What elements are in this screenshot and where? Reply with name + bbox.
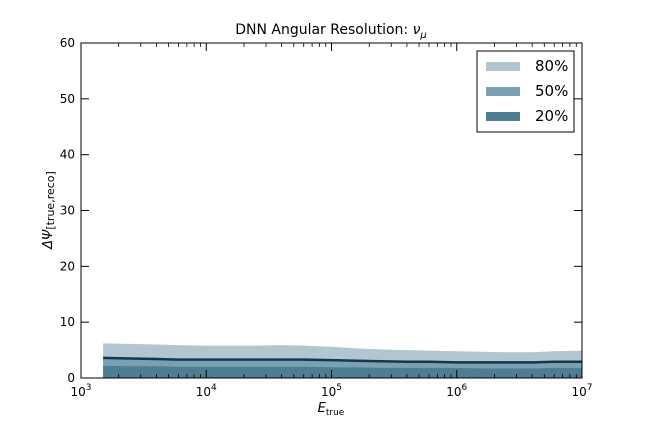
plot-frame — [80, 42, 583, 379]
legend-swatch — [486, 112, 520, 121]
y-tick-label: 30 — [60, 204, 75, 218]
x-tick-label: 103 — [70, 383, 91, 399]
y-tick-label: 60 — [60, 36, 75, 50]
legend-swatch — [486, 62, 520, 71]
x-axis-label: Etrue — [318, 401, 345, 418]
chart-title: DNN Angular Resolution: νμ — [235, 22, 427, 41]
median-line — [103, 356, 582, 364]
y-axis-ticks: 0 10 20 30 40 50 60 — [60, 36, 582, 385]
x-tick-label: 104 — [196, 383, 217, 399]
legend-label: 80% — [535, 57, 568, 75]
y-axis-label: ΔΨ[true,reco] — [41, 171, 57, 250]
x-tick-label: 106 — [446, 383, 467, 399]
y-tick-label: 50 — [60, 92, 75, 106]
y-tick-label: 0 — [67, 371, 75, 385]
legend-swatch — [486, 87, 520, 96]
x-tick-label: 105 — [321, 383, 342, 399]
band-20-percent — [103, 365, 582, 378]
legend-label: 20% — [535, 107, 568, 125]
x-tick-label: 107 — [571, 383, 592, 399]
y-tick-label: 10 — [60, 315, 75, 329]
y-tick-label: 40 — [60, 148, 75, 162]
y-tick-label: 20 — [60, 259, 75, 273]
plot-area — [103, 343, 582, 378]
legend-label: 50% — [535, 82, 568, 100]
legend: 80% 50% 20% — [476, 50, 575, 133]
x-axis-ticks: 103 104 105 106 107 — [70, 43, 593, 399]
